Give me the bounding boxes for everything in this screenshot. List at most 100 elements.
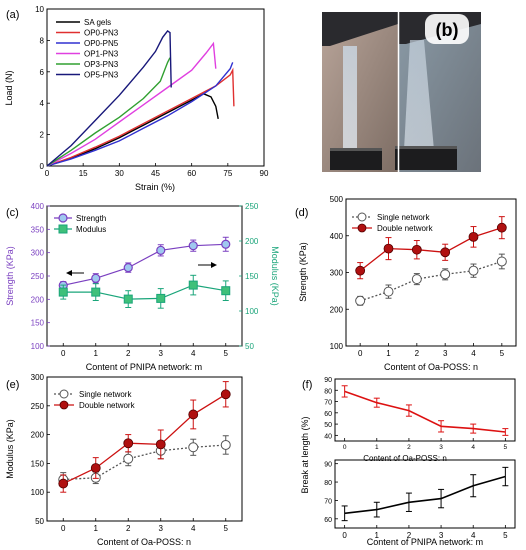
series-line-op1-pn3 [46, 41, 217, 167]
panel-c-left-tick-label: 250 [31, 272, 45, 281]
panel-d-double-network-point [355, 265, 366, 276]
panel-d-double-network-point [440, 247, 451, 258]
panel-f-1-x-tick-label: 2 [407, 531, 412, 540]
panel-c-x-tick-label: 3 [159, 349, 164, 358]
panel-c-strength-line [63, 243, 226, 286]
panel-a-x-label: Strain (%) [135, 182, 175, 192]
panel-f-0-y-tick-label: 50 [324, 422, 332, 429]
panel-c-right-ticks: 50 100 150 200 250 [239, 202, 259, 351]
panel-f-0-x-tick-label: 4 [471, 444, 475, 451]
panel-c-left-ticks: 100 150 200 250 300 350 400 [31, 202, 50, 351]
panel-c-left-tick-label: 300 [31, 249, 45, 258]
panel-e-x-label: Content of Oa-POSS: n [97, 537, 191, 547]
panel-d-y-tick-label: 400 [330, 232, 344, 241]
panel-a-y-tick-label: 2 [40, 131, 45, 140]
panel-e: (e) 50 100 150 200 250 300 0 1 2 3 4 5 Content of … [5, 373, 243, 547]
panel-e-single-network-point [220, 439, 231, 450]
panel-f-0-x-tick-label: 5 [504, 444, 508, 451]
panel-e-y-label: Modulus (KPa) [5, 419, 15, 479]
panel-f-0-y-tick-label: 70 [324, 400, 332, 407]
panel-d-x-tick-label: 1 [386, 349, 391, 358]
panel-c-x-label: Content of PNIPA network: m [86, 362, 202, 372]
gel-sample-stretched [404, 40, 434, 150]
panel-f-0-line [344, 390, 506, 433]
panel-d-single-network-point [355, 295, 366, 306]
panel-f-1-x-tick-label: 1 [375, 531, 380, 540]
panel-c-legend-label-modulus: Modulus [76, 225, 106, 234]
panel-a-letter: (a) [6, 9, 19, 21]
panel-d-single-network-point [440, 269, 451, 280]
panel-c-left-tick-label: 350 [31, 225, 45, 234]
panel-e-double-network-point [155, 439, 166, 450]
panel-d-double-network-point [468, 231, 479, 242]
panel-c-modulus-point [123, 294, 133, 304]
legend-label-op0-pn5: OP0-PN5 [84, 39, 119, 48]
panel-c-strength-point [91, 273, 101, 283]
panel-f-top-y-ticks: 40 50 60 70 80 90 [324, 377, 338, 440]
panel-a-x-tick-label: 30 [115, 169, 124, 178]
panel-e-legend-label-double-network: Double network [79, 401, 136, 410]
panel-f-letter: (f) [302, 379, 312, 391]
panel-d-legend-label-single-network: Single network [377, 213, 430, 222]
panel-f-top-x-label: Content of Oa-POSS: n [363, 454, 447, 463]
panel-c-x-tick-label: 4 [191, 349, 196, 358]
series-line-op0-pn3 [46, 67, 235, 167]
panel-e-single-network-line [63, 444, 226, 481]
panel-f-0-y-tick-label: 40 [324, 433, 332, 440]
panel-f-1-y-tick-label: 60 [324, 517, 332, 524]
panel-e-y-tick-label: 250 [31, 402, 45, 411]
panel-e-x-tick-label: 3 [159, 524, 164, 533]
panel-d-y-tick-label: 100 [330, 342, 344, 351]
panel-c-strength-point [156, 245, 166, 255]
panel-d-legend-marker-double-network [357, 223, 367, 233]
panel-d-letter: (d) [295, 207, 308, 219]
gel-sample-before [343, 46, 357, 148]
panel-f-0-y-tick-label: 90 [324, 377, 332, 384]
panel-a-series-lines [46, 30, 235, 167]
panel-c-x-ticks: 0 1 2 3 4 5 [61, 343, 229, 358]
panel-f-1-y-tick-label: 70 [324, 498, 332, 505]
panel-d-y-label: Strength (KPa) [298, 242, 308, 302]
legend-label-op1-pn3: OP1-PN3 [84, 50, 119, 59]
panel-e-y-tick-label: 150 [31, 459, 45, 468]
panel-c-right-tick-label: 150 [245, 272, 259, 281]
panel-a-x-tick-label: 0 [45, 169, 50, 178]
panel-d-legend-marker-single-network [357, 212, 367, 222]
panel-d-y-tick-label: 500 [330, 195, 344, 204]
panel-f-0-y-tick-label: 60 [324, 411, 332, 418]
legend-label-op0-pn3: OP0-PN3 [84, 29, 119, 38]
panel-d-x-label: Content of Oa-POSS: n [384, 362, 478, 372]
panel-e-x-tick-label: 5 [224, 524, 229, 533]
panel-d-x-tick-label: 4 [471, 349, 476, 358]
panel-c-right-tick-label: 50 [245, 342, 254, 351]
panel-c-y-label: Strength (KPa) [5, 246, 15, 306]
panel-d-y-tick-label: 200 [330, 305, 344, 314]
panel-f-bottom-frame [334, 459, 516, 529]
legend-label-op5-pn3: OP5-PN3 [84, 71, 119, 80]
panel-c-strength-point [123, 263, 133, 273]
panel-f-1-x-tick-label: 4 [471, 531, 476, 540]
panel-f-1-line [344, 475, 506, 515]
panel-c-modulus-point [188, 280, 198, 290]
panel-f-bottom-x-ticks: 0 1 2 3 4 5 [342, 525, 508, 540]
panel-e-x-tick-label: 0 [61, 524, 66, 533]
panel-e-y-tick-label: 300 [31, 373, 45, 382]
panel-c-strength-point [188, 241, 198, 251]
series-line-sa-gels [46, 93, 219, 167]
panel-c-y2-label: Modulus (KPa) [270, 246, 280, 306]
panel-d-x-tick-label: 0 [358, 349, 363, 358]
panel-a-x-tick-label: 60 [187, 169, 196, 178]
panel-f-top-series [341, 385, 509, 436]
panel-e-double-network-point [220, 389, 231, 400]
panel-a-y-tick-label: 8 [40, 36, 45, 45]
panel-c-legend-marker-strength [58, 213, 68, 223]
panel-c-modulus-point [58, 287, 68, 297]
panel-e-legend-label-single-network: Single network [79, 390, 132, 399]
panel-d-series [355, 216, 507, 306]
panel-e-x-tick-label: 1 [94, 524, 99, 533]
panel-e-frame [46, 376, 243, 522]
panel-c-strength-point [221, 239, 231, 249]
panel-d-single-network-point [496, 256, 507, 267]
